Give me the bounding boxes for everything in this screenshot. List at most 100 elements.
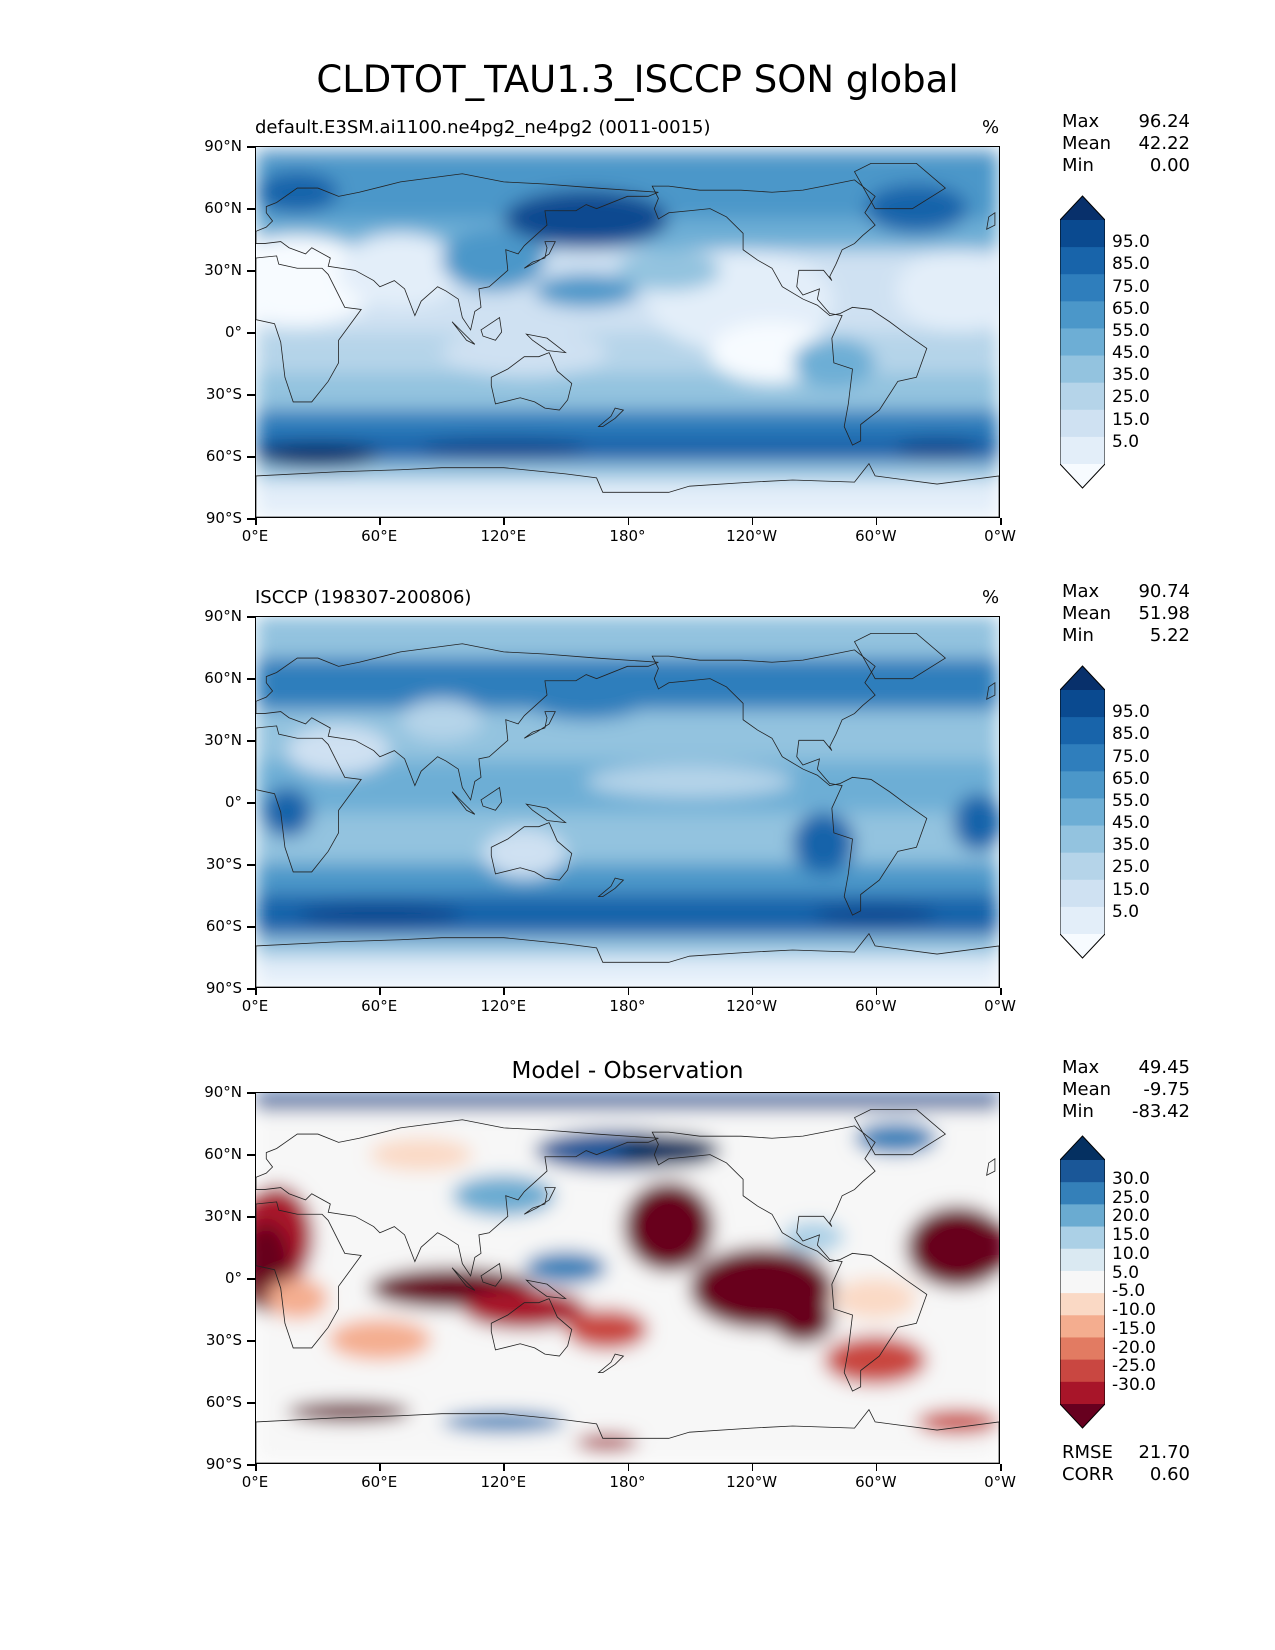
field-blob — [575, 1434, 638, 1451]
coastline — [525, 803, 567, 824]
field-blob — [400, 699, 484, 741]
field-blob — [328, 1319, 432, 1361]
field-blob — [854, 1121, 938, 1155]
lon-tick-label: 120°E — [480, 527, 527, 545]
colorbar-segment — [1060, 1248, 1105, 1272]
coastline — [490, 352, 573, 411]
field-blob — [813, 904, 938, 926]
colorbar-graphic — [1060, 195, 1105, 489]
coastline — [256, 173, 659, 331]
lon-tick-label: 60°W — [855, 997, 897, 1015]
diff-map — [255, 1092, 1000, 1464]
colorbar-tick-label: 85.0 — [1112, 724, 1150, 745]
colorbar-segment — [1060, 1270, 1105, 1294]
lat-tick-label: 90°S — [205, 1455, 242, 1473]
stat-mean-value: -9.75 — [1143, 1079, 1190, 1100]
field-blob — [586, 765, 793, 798]
field-band — [256, 935, 999, 957]
lon-tick-mark — [503, 988, 505, 995]
field-blob — [916, 1409, 999, 1435]
field-blob — [503, 190, 669, 248]
colorbar-tick-label: 45.0 — [1112, 813, 1150, 834]
lat-tick-mark — [247, 146, 255, 148]
model-stats: Max 96.24 Mean 42.22 Min 0.00 — [1062, 111, 1190, 177]
diff-field — [256, 1093, 999, 1463]
coastline — [256, 255, 362, 403]
stat-min-label: Min — [1062, 1101, 1094, 1122]
corr-value: 0.60 — [1149, 1464, 1190, 1485]
field-blob — [771, 1294, 834, 1344]
field-blob — [452, 1175, 556, 1217]
colorbar-segment — [1060, 436, 1105, 465]
obs-units-label: % — [982, 587, 1000, 608]
lat-tick-mark — [247, 394, 255, 396]
lat-tick-mark — [247, 926, 255, 928]
colorbar-tick-label: 65.0 — [1112, 298, 1150, 319]
colorbar-segment — [1060, 798, 1105, 827]
lon-tick-mark — [627, 988, 629, 995]
lat-tick-mark — [247, 1340, 255, 1342]
colorbar-segment — [1060, 879, 1105, 908]
lon-tick-mark — [255, 988, 257, 995]
field-blob — [864, 184, 969, 234]
rmse-value: 21.70 — [1138, 1442, 1190, 1463]
coastline — [597, 1353, 625, 1373]
lat-tick-mark — [247, 1402, 255, 1404]
field-blob — [441, 1411, 566, 1433]
model-colorbar — [1060, 194, 1105, 490]
colorbar-segment — [1060, 1226, 1105, 1250]
coastline — [256, 932, 999, 987]
coastline — [524, 241, 556, 269]
coastlines — [256, 633, 999, 987]
colorbar-tick-label: 25.0 — [1112, 1187, 1150, 1208]
lat-tick-label: 30°N — [204, 261, 242, 279]
lon-tick-label: 0°W — [984, 527, 1016, 545]
field-band — [256, 621, 999, 659]
colorbar-graphic — [1060, 1135, 1105, 1429]
colorbar-segment — [1060, 1315, 1105, 1338]
coastline — [490, 822, 573, 881]
colorbar-tick-label: 15.0 — [1112, 409, 1150, 430]
field-band — [256, 480, 999, 517]
coastline — [451, 1267, 476, 1291]
field-band — [256, 863, 999, 895]
colorbar-segment — [1060, 328, 1105, 357]
colorbar-tick-label: 20.0 — [1112, 1206, 1150, 1227]
lat-tick-label: 60°N — [204, 669, 242, 687]
lat-tick-mark — [247, 1464, 255, 1466]
colorbar-tick-label: 25.0 — [1112, 387, 1150, 408]
coastline — [853, 633, 947, 680]
colorbar-tick-label: 75.0 — [1112, 746, 1150, 767]
lon-tick-label: 60°E — [361, 1473, 398, 1491]
lon-tick-label: 120°E — [480, 1473, 527, 1491]
lat-tick-mark — [247, 802, 255, 804]
coastline — [986, 1157, 996, 1176]
colorbar-segment — [1060, 1293, 1105, 1316]
lon-tick-label: 120°W — [726, 997, 778, 1015]
coastline — [597, 407, 625, 427]
coastline — [256, 725, 362, 873]
lat-tick-label: 60°S — [205, 447, 242, 465]
diff-panel-title: Model - Observation — [511, 1058, 744, 1084]
colorbar-extend-min — [1060, 464, 1105, 488]
lat-tick-mark — [247, 1278, 255, 1280]
lon-tick-label: 60°E — [361, 527, 398, 545]
colorbar-segment — [1060, 382, 1105, 411]
lat-tick-label: 90°S — [205, 979, 242, 997]
lon-tick-mark — [503, 518, 505, 525]
lon-tick-mark — [875, 1464, 878, 1471]
colorbar-extend-max — [1060, 196, 1105, 220]
field-blob — [875, 668, 958, 710]
lat-tick-mark — [247, 864, 255, 866]
lon-tick-label: 0°E — [241, 997, 269, 1015]
stat-min-value: 0.00 — [1149, 155, 1190, 176]
coastline — [524, 711, 556, 739]
lat-tick-label: 30°S — [205, 1331, 242, 1349]
lon-tick-mark — [751, 1464, 754, 1471]
field-blob — [421, 436, 587, 462]
colorbar-segment — [1060, 825, 1105, 854]
colorbar-tick-label: 5.0 — [1112, 1262, 1140, 1283]
stat-mean-label: Mean — [1062, 133, 1112, 154]
lon-tick-mark — [627, 518, 629, 525]
colorbar-tick-label: 55.0 — [1112, 790, 1150, 811]
